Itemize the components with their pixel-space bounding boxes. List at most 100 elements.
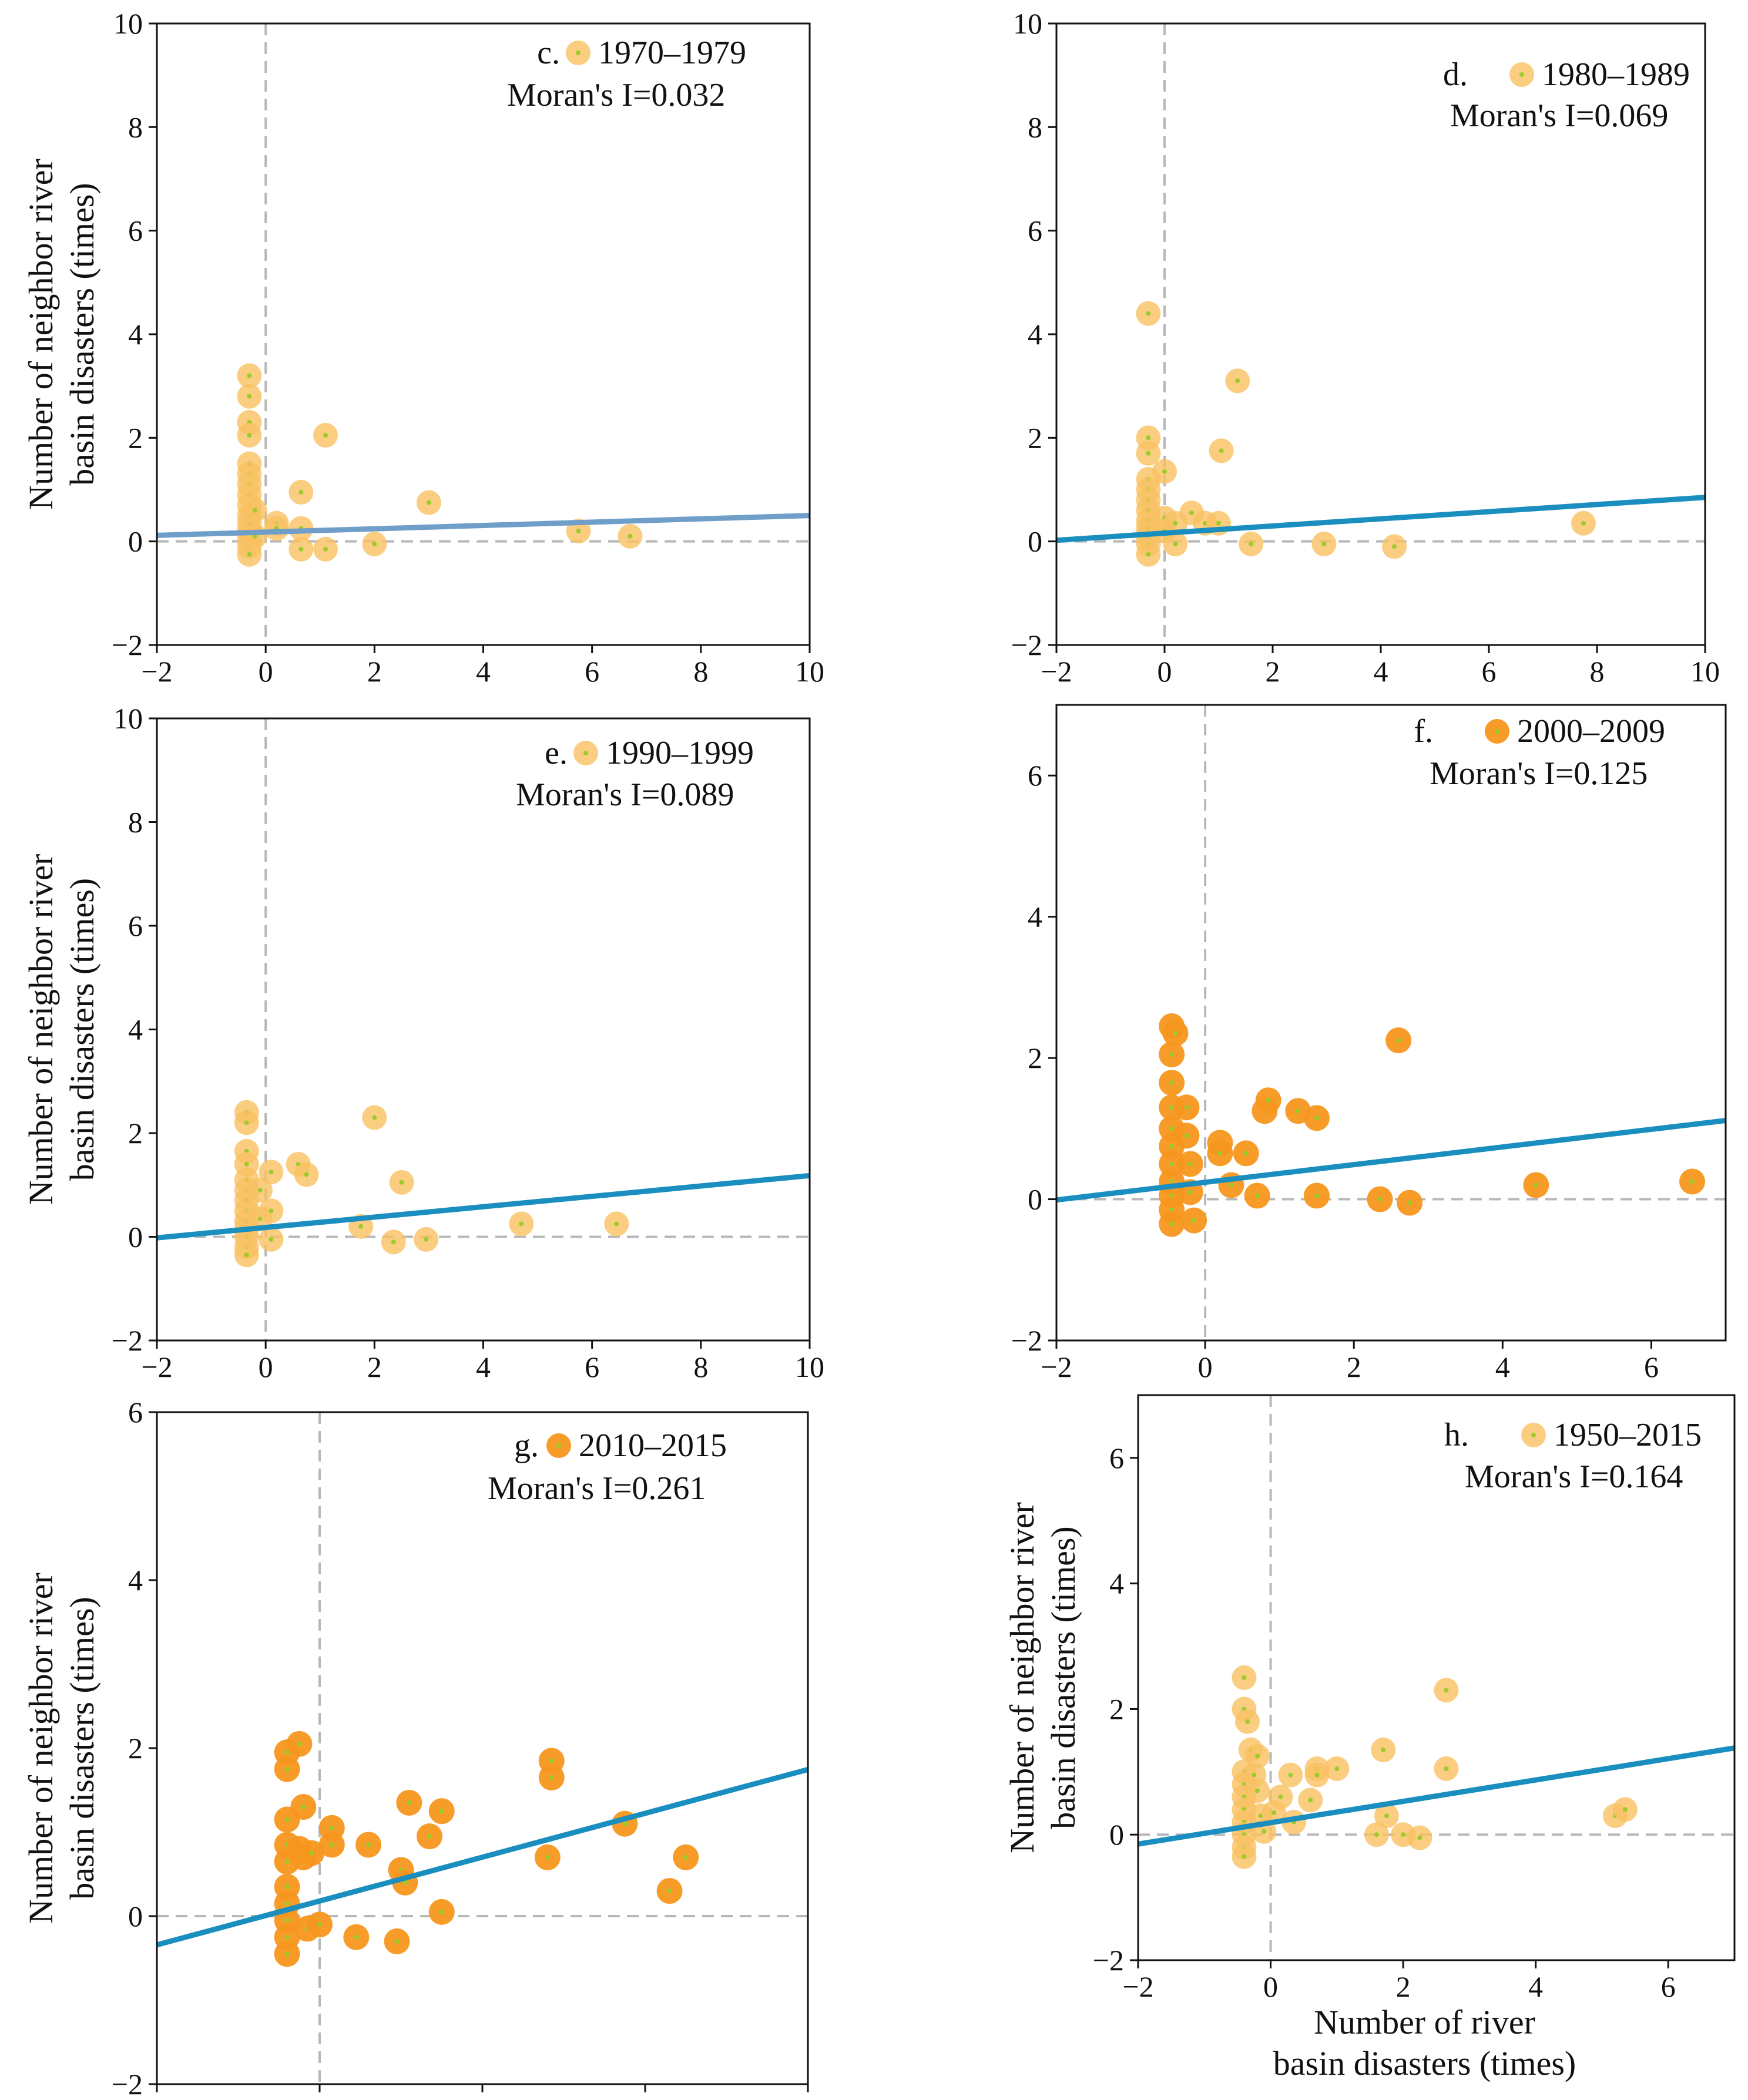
x-tick-label: 6 [1661, 1970, 1676, 2003]
x-tick-label: 0 [259, 1350, 273, 1383]
plot-frame [1055, 704, 1727, 1342]
x-tick-label: 6 [801, 2094, 816, 2100]
moran-index: Moran's I=0.089 [516, 777, 734, 813]
data-point-center [304, 1172, 309, 1177]
legend-marker-center [1531, 1433, 1536, 1437]
data-point-center [1169, 1179, 1175, 1184]
data-point-center [366, 1842, 371, 1847]
data-point-center [1169, 1105, 1175, 1110]
data-point-center [1581, 520, 1586, 526]
y-tick-label: 6 [1109, 1442, 1124, 1474]
data-point-center [1261, 1829, 1267, 1834]
y-tick-label: 4 [128, 318, 143, 351]
data-point-center [244, 1252, 249, 1258]
data-point-center [269, 1208, 274, 1214]
data-point-center [247, 552, 252, 557]
data-point-center [1146, 311, 1151, 316]
data-points [274, 1731, 699, 1967]
data-point-center [247, 432, 252, 438]
moran-index: Moran's I=0.032 [507, 77, 725, 113]
data-point-center [329, 1825, 334, 1830]
panel-d: −2 0 2 4 6 8 10 −2 0 2 4 6 8 10 d. 1980–1989 Moran's I=0… [1011, 7, 1720, 688]
data-point-center [1444, 1766, 1449, 1771]
data-point-center [1173, 542, 1178, 547]
trend-line [1138, 1745, 1734, 1847]
data-point-center [1146, 552, 1151, 557]
y-axis-label-line2: basin disasters (times) [63, 878, 101, 1181]
y-tick-label: 2 [128, 1117, 143, 1150]
data-point-center [329, 1842, 334, 1847]
legend-marker-center [1519, 72, 1524, 77]
trend-line [1056, 1118, 1726, 1203]
data-point-center [284, 1918, 290, 1923]
x-tick-label: 2 [367, 1350, 382, 1383]
data-point-center [1216, 520, 1221, 526]
y-tick-label: 0 [1028, 525, 1042, 558]
data-point-center [317, 1922, 322, 1927]
data-point-center [244, 1161, 249, 1167]
data-point-center [284, 1884, 290, 1889]
x-tick-label: 6 [1644, 1350, 1659, 1383]
data-point-center [1314, 1115, 1319, 1121]
data-point-center [439, 1909, 444, 1914]
data-point-center [269, 1237, 274, 1242]
x-tick-label: 6 [585, 1350, 599, 1383]
data-point-center [269, 1170, 274, 1175]
trend-line [157, 1766, 808, 1948]
data-point-center [1308, 1797, 1313, 1803]
x-tick-label: 6 [1482, 655, 1497, 688]
data-point-center [372, 542, 377, 547]
y-axis-label-line1: Number of neighbor river [1003, 1502, 1041, 1853]
y-axis-label-line1: Number of neighbor river [22, 159, 60, 510]
data-point-center [667, 1889, 672, 1894]
y-tick-label: −2 [1093, 1944, 1124, 1977]
data-point-center [1296, 1108, 1301, 1114]
y-tick-label: 8 [1028, 110, 1042, 143]
data-point-center [424, 1237, 429, 1242]
data-point-center [1534, 1182, 1539, 1188]
data-point-center [1381, 1747, 1386, 1752]
x-tick-label: 4 [638, 2094, 653, 2100]
data-point-center [1249, 542, 1254, 547]
data-point-center [284, 1817, 290, 1822]
data-point-center [1407, 1200, 1413, 1205]
y-axis-label-line2: basin disasters (times) [63, 183, 101, 485]
legend-marker-center [576, 51, 581, 55]
data-point-center [309, 1850, 314, 1856]
data-point-center [298, 489, 304, 495]
data-point-center [1242, 1854, 1247, 1859]
x-tick-label: −2 [1041, 1350, 1072, 1383]
data-points [234, 1100, 629, 1268]
data-point-center [399, 1180, 404, 1185]
moran-index: Moran's I=0.164 [1465, 1459, 1683, 1495]
data-point-center [1417, 1835, 1422, 1840]
x-tick-label: 4 [1374, 655, 1388, 688]
x-tick-label: 8 [693, 1350, 708, 1383]
y-tick-label: −2 [1011, 1324, 1042, 1357]
y-axis-label-line2: basin disasters (times) [63, 1597, 101, 1899]
legend-marker-center [556, 1443, 561, 1448]
data-point-center [284, 1901, 290, 1906]
data-point-center [1184, 1105, 1189, 1110]
x-axis-label-line1: Number of river [1314, 2003, 1535, 2041]
data-point-center [549, 1758, 554, 1763]
trend-line [157, 513, 810, 538]
x-tick-label: 6 [585, 655, 599, 688]
data-point-center [323, 432, 328, 438]
data-point-center [1162, 469, 1167, 474]
panel-letter: c. [537, 35, 560, 71]
x-tick-label: 0 [259, 655, 273, 688]
panel-h: −2 0 2 4 6 −2 0 2 4 6 h. 1950–2015 Moran's I=0.164 Nu… [1003, 1394, 1736, 2082]
data-point-center [1444, 1688, 1449, 1693]
data-point-center [358, 1224, 364, 1229]
data-point-center [407, 1800, 412, 1805]
data-point-center [1173, 520, 1178, 526]
y-tick-label: 8 [128, 806, 143, 839]
y-tick-label: 6 [128, 909, 143, 942]
data-point-center [576, 529, 581, 534]
x-tick-label: −2 [141, 655, 172, 688]
moran-index: Moran's I=0.261 [488, 1470, 706, 1507]
y-tick-label: 8 [128, 110, 143, 143]
data-point-center [1622, 1807, 1628, 1812]
